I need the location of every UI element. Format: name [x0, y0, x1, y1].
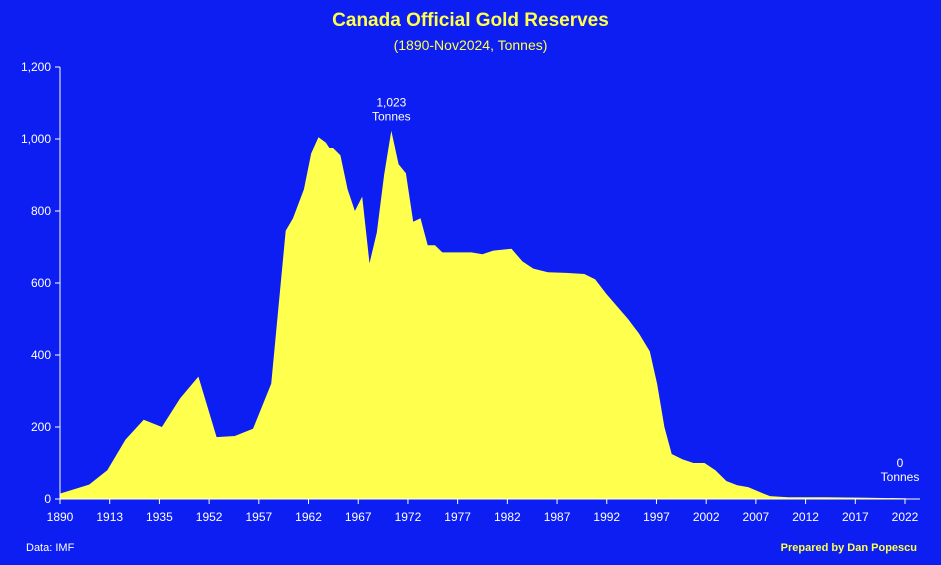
- x-tick-label: 1977: [444, 510, 471, 524]
- chart-subtitle: (1890-Nov2024, Tonnes): [393, 37, 548, 53]
- annotation-unit: Tonnes: [372, 110, 411, 124]
- y-tick-label: 0: [44, 492, 51, 506]
- x-tick-label: 1972: [395, 510, 422, 524]
- annotation-unit: Tonnes: [881, 470, 920, 484]
- data-source-note: Data: IMF: [26, 542, 75, 554]
- x-tick-label: 1967: [345, 510, 372, 524]
- y-tick-label: 200: [31, 420, 51, 434]
- x-tick-label: 1952: [196, 510, 223, 524]
- annotation-value: 0: [897, 456, 904, 470]
- y-tick-label: 1,000: [21, 132, 51, 146]
- x-tick-label: 1982: [494, 510, 521, 524]
- x-tick-label: 1987: [544, 510, 571, 524]
- y-tick-label: 600: [31, 276, 51, 290]
- y-tick-label: 800: [31, 204, 51, 218]
- x-tick-label: 1890: [47, 510, 74, 524]
- author-credit: Prepared by Dan Popescu: [780, 542, 917, 554]
- y-tick-label: 1,200: [21, 60, 51, 74]
- x-tick-label: 2022: [892, 510, 919, 524]
- x-tick-label: 2012: [792, 510, 819, 524]
- x-tick-label: 1962: [295, 510, 322, 524]
- x-tick-label: 1957: [245, 510, 272, 524]
- x-tick-label: 2002: [693, 510, 720, 524]
- y-tick-label: 400: [31, 348, 51, 362]
- x-tick-label: 1997: [643, 510, 670, 524]
- x-tick-label: 1935: [146, 510, 173, 524]
- x-tick-label: 2007: [743, 510, 770, 524]
- x-tick-label: 2017: [842, 510, 869, 524]
- area-series: [60, 130, 912, 499]
- annotation-value: 1,023: [376, 96, 406, 110]
- x-tick-label: 1992: [593, 510, 620, 524]
- chart-title: Canada Official Gold Reserves: [332, 10, 609, 31]
- x-tick-label: 1913: [96, 510, 123, 524]
